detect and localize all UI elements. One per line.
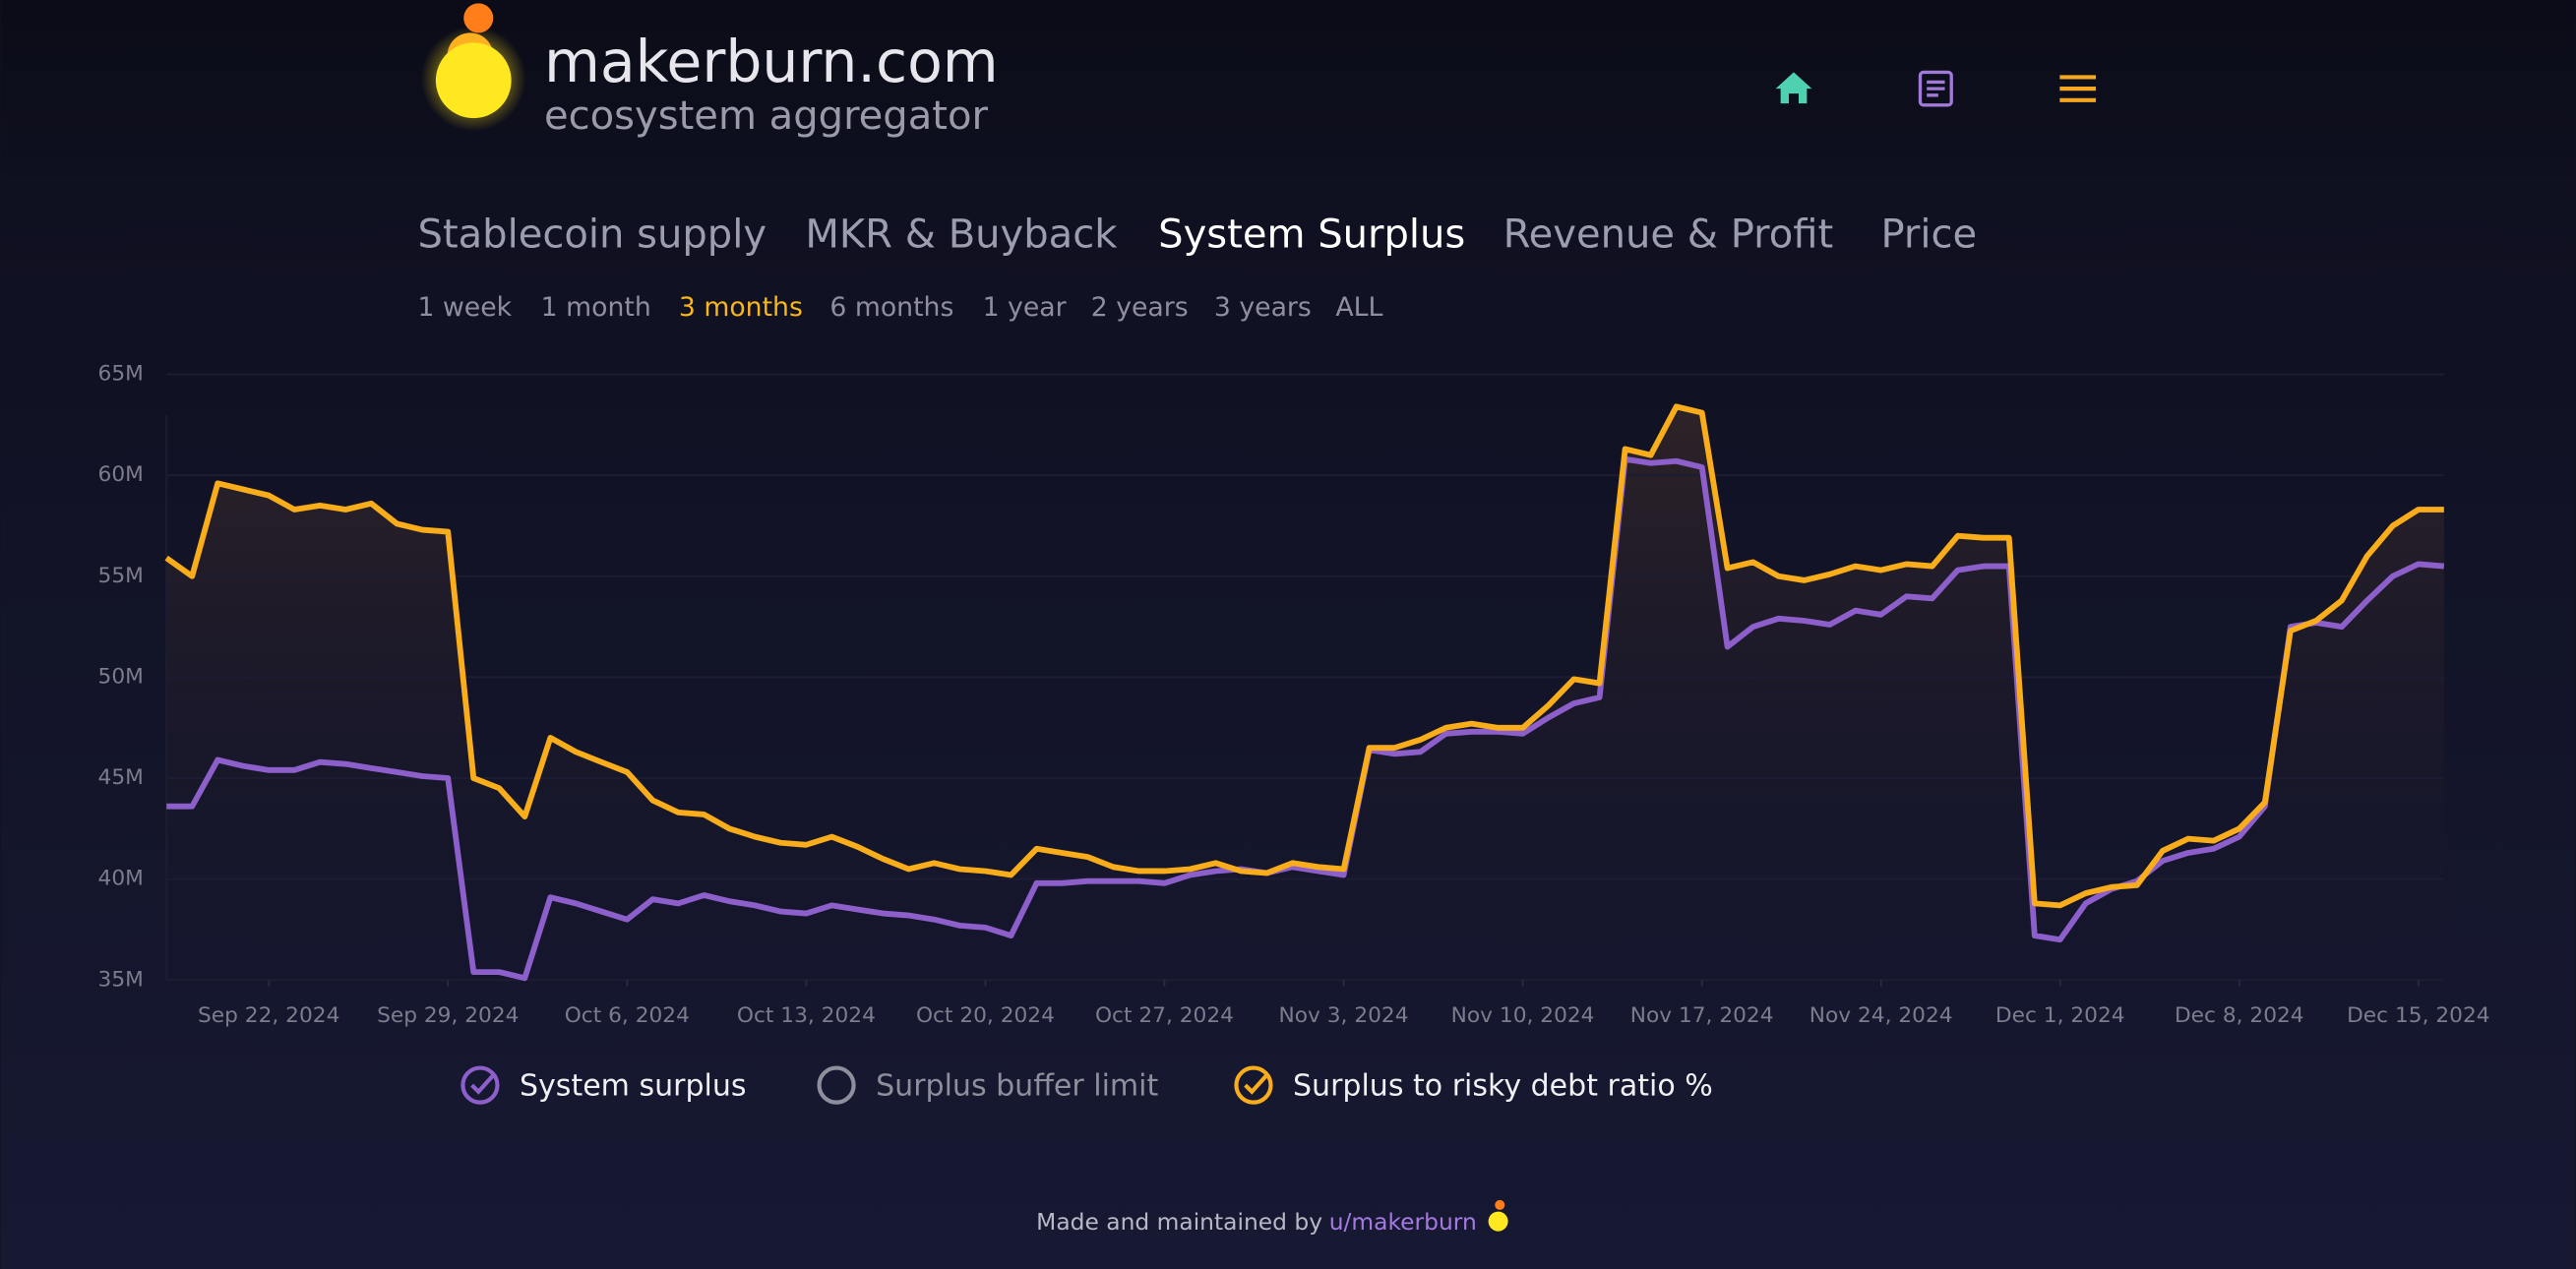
timeframe[interactable]: ALL	[1335, 292, 1382, 323]
x-tick-label: Dec 8, 2024	[2175, 1003, 2304, 1028]
timeframe[interactable]: 1 month	[541, 292, 651, 323]
x-tick-label: Sep 22, 2024	[198, 1003, 339, 1028]
chart: 35M 40M 45M 50M 55M 60M 65M Sep 22, 2024 Sep 29,…	[98, 361, 2490, 1028]
x-tick-label: Oct 20, 2024	[916, 1003, 1055, 1028]
timeframe[interactable]: 3 months	[679, 292, 803, 323]
x-tick-label: Oct 6, 2024	[565, 1003, 690, 1028]
y-tick-label: 40M	[98, 867, 144, 891]
tagline: ecosystem aggregator	[544, 93, 988, 139]
site-name[interactable]: makerburn.com	[544, 29, 999, 95]
legend-check	[460, 1065, 500, 1105]
footer-text: Made and maintained by	[1036, 1208, 1322, 1236]
x-tick-label: Nov 24, 2024	[1809, 1003, 1953, 1028]
legend-item[interactable]: Surplus to risky debt ratio %	[1234, 1065, 1713, 1105]
x-tick-label: Oct 13, 2024	[737, 1003, 876, 1028]
y-tick-label: 55M	[98, 564, 144, 588]
logo-dot	[463, 3, 494, 33]
timeframe[interactable]: 3 years	[1214, 292, 1312, 323]
timeframe[interactable]: 6 months	[829, 292, 953, 323]
docs-icon[interactable]	[1918, 70, 1953, 107]
x-tick-label: Nov 10, 2024	[1451, 1003, 1595, 1028]
logo[interactable]	[420, 3, 526, 132]
legend-check	[470, 1073, 495, 1095]
legend-check	[817, 1065, 856, 1105]
footer-link[interactable]: u/makerburn	[1329, 1208, 1477, 1236]
timeframe[interactable]: 1 year	[983, 292, 1067, 323]
y-tick-label: 50M	[98, 664, 144, 689]
timeframe[interactable]: 2 years	[1091, 292, 1189, 323]
y-tick-label: 65M	[98, 361, 144, 386]
nav-tab[interactable]: MKR & Buyback	[805, 212, 1118, 257]
nav-tab[interactable]: Price	[1880, 212, 1977, 257]
legend-label: Surplus to risky debt ratio %	[1293, 1068, 1713, 1103]
legend-label: Surplus buffer limit	[876, 1068, 1158, 1103]
x-tick-label: Oct 27, 2024	[1095, 1003, 1234, 1028]
footer-icon	[1488, 1199, 1508, 1232]
tabs: Stablecoin supply MKR & Buyback System Sur…	[418, 212, 1978, 323]
legend-check	[1234, 1065, 1273, 1105]
icon-shape	[1488, 1211, 1508, 1232]
y-tick-label: 45M	[98, 765, 144, 790]
series-line	[164, 403, 2444, 909]
y-tick-label: 35M	[98, 967, 144, 992]
x-tick-label: Nov 3, 2024	[1279, 1003, 1409, 1028]
nav-tab[interactable]: Revenue & Profit	[1503, 212, 1834, 257]
area	[166, 406, 2444, 981]
y-tick-label: 60M	[98, 462, 144, 487]
icon-shape	[1927, 80, 1945, 97]
logo-sun	[435, 42, 512, 119]
x-tick-label: Nov 17, 2024	[1630, 1003, 1774, 1028]
nav-tab[interactable]: Stablecoin supply	[418, 212, 767, 257]
icon-shape	[1495, 1199, 1505, 1210]
icon-shape	[1775, 72, 1812, 104]
legend: System surplus Surplus buffer limit Surp…	[460, 1065, 1713, 1105]
series-line	[166, 455, 2445, 982]
timeframe[interactable]: 1 week	[418, 292, 513, 323]
home-icon[interactable]	[1775, 72, 1812, 104]
legend-item[interactable]: System surplus	[460, 1065, 747, 1105]
x-tick-label: Dec 1, 2024	[1995, 1003, 2125, 1028]
legend-item[interactable]: Surplus buffer limit	[817, 1065, 1159, 1105]
x-tick-label: Sep 29, 2024	[377, 1003, 519, 1028]
menu-icon[interactable]	[2059, 75, 2097, 102]
legend-label: System surplus	[520, 1068, 747, 1103]
icon-shape	[2059, 75, 2097, 102]
x-tick-label: Dec 15, 2024	[2347, 1003, 2489, 1028]
legend-check	[1244, 1073, 1268, 1095]
nav-tab[interactable]: System Surplus	[1158, 212, 1465, 257]
icon-shape	[1918, 70, 1953, 107]
